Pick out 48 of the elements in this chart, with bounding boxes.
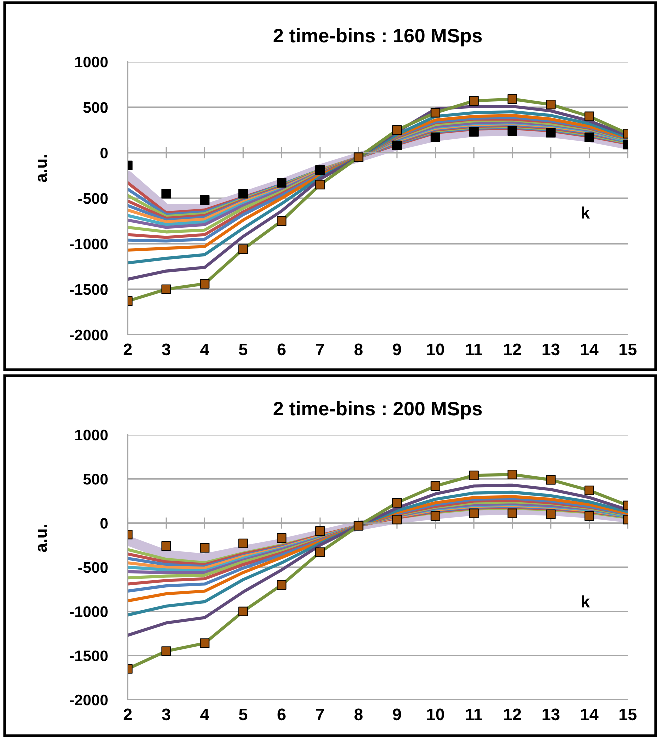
- x-tick-label: 13: [542, 344, 560, 356]
- x-tick-label: 4: [200, 708, 210, 720]
- y-tick-label: 1000: [76, 430, 108, 441]
- x-tick-label: 15: [620, 708, 637, 721]
- chart-title: 2 time-bins : 160 MSps: [274, 28, 482, 47]
- x-tick-label: 10: [427, 344, 444, 356]
- x-tick-label: 2: [124, 344, 132, 356]
- y-axis-title: a.u.: [38, 525, 48, 552]
- x-tick-label: 7: [316, 708, 324, 720]
- x-tick-label: 12: [504, 344, 522, 356]
- chart-title: 2 time-bins : 200 MSps: [274, 401, 482, 420]
- y-tick-label: -2000: [70, 330, 108, 341]
- x-tick-label: 6: [278, 344, 286, 356]
- y-tick-label: 500: [84, 474, 108, 485]
- x-tick-label: 10: [427, 708, 444, 721]
- x-tick-label: 11: [466, 708, 482, 720]
- y-tick-label: -2000: [70, 694, 108, 706]
- x-tick-label: 13: [542, 708, 560, 721]
- x-tick-label: 12: [504, 708, 522, 720]
- y-tick-label: -500: [78, 562, 108, 574]
- x-tick-label: 4: [200, 344, 210, 356]
- y-tick-label: -1500: [70, 284, 108, 296]
- x-tick-label: 9: [393, 344, 402, 356]
- y-tick-label: -1500: [70, 650, 108, 662]
- x-tick-label: 15: [620, 344, 637, 356]
- x-tick-label: 11: [466, 344, 482, 356]
- x-tick-label: 5: [239, 344, 248, 356]
- y-tick-label: -500: [78, 193, 108, 204]
- y-tick-label: 0: [100, 518, 108, 530]
- x-tick-label: 6: [278, 708, 286, 721]
- x-tick-label: 3: [162, 708, 170, 721]
- y-tick-label: 0: [100, 148, 108, 159]
- x-tick-label: 14: [581, 708, 599, 720]
- x-tick-label: 7: [316, 344, 324, 356]
- y-axis-title: a.u.: [38, 155, 48, 182]
- y-tick-label: 1000: [76, 56, 108, 68]
- x-tick-label: 8: [354, 708, 363, 721]
- x-tick-label: 2: [124, 708, 132, 720]
- y-tick-label: -1000: [70, 238, 108, 250]
- x-tick-label: 3: [162, 344, 170, 356]
- y-tick-label: -1000: [70, 606, 108, 618]
- y-tick-label: 500: [84, 102, 108, 114]
- x-tick-label: 5: [239, 708, 248, 721]
- x-tick-label: 14: [581, 344, 599, 356]
- x-axis-title: k: [582, 206, 590, 219]
- x-tick-label: 9: [393, 708, 402, 721]
- x-tick-label: 8: [354, 344, 363, 356]
- x-axis-title: k: [582, 596, 590, 608]
